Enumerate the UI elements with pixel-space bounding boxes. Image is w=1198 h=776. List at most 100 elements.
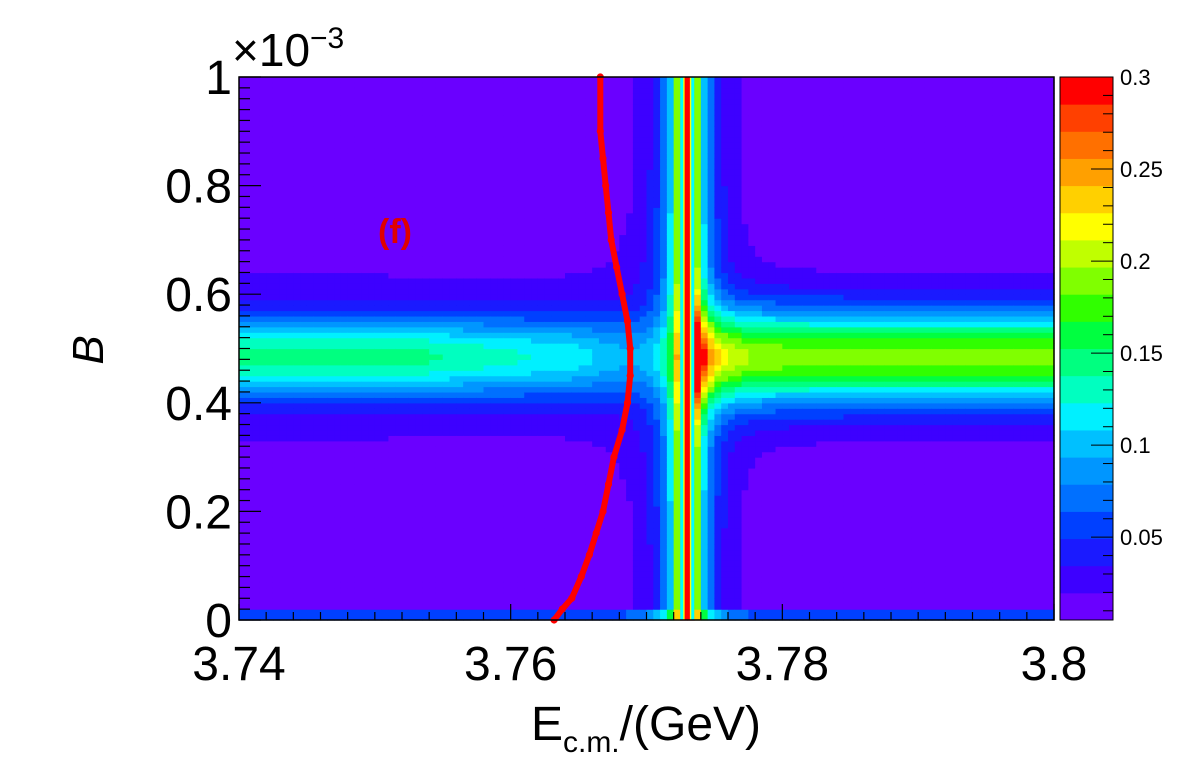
heatmap-cell bbox=[239, 120, 247, 127]
heatmap-cell bbox=[537, 223, 546, 230]
heatmap-cell bbox=[320, 435, 328, 442]
heatmap-cell bbox=[571, 310, 580, 317]
heatmap-cell bbox=[361, 549, 369, 556]
heatmap-cell bbox=[320, 104, 328, 111]
heatmap-cell bbox=[490, 402, 498, 409]
heatmap-cell bbox=[517, 207, 525, 214]
heatmap-cell bbox=[354, 413, 362, 420]
heatmap-cell bbox=[435, 408, 444, 415]
heatmap-cell bbox=[463, 511, 471, 518]
heatmap-cell bbox=[415, 489, 423, 496]
heatmap-cell bbox=[313, 609, 322, 616]
heatmap-cell bbox=[327, 381, 335, 388]
heatmap-cell bbox=[435, 522, 444, 529]
heatmap-cell bbox=[551, 115, 559, 122]
heatmap-cell bbox=[503, 120, 512, 127]
heatmap-cell bbox=[286, 201, 294, 208]
heatmap-cell bbox=[422, 614, 430, 621]
heatmap-cell bbox=[456, 435, 464, 442]
heatmap-cell bbox=[442, 495, 451, 502]
heatmap-cell bbox=[551, 261, 559, 268]
heatmap-cell bbox=[551, 603, 559, 610]
heatmap-cell bbox=[442, 489, 451, 496]
heatmap-cell bbox=[510, 218, 519, 225]
heatmap-cell bbox=[435, 609, 444, 616]
heatmap-cell bbox=[503, 511, 512, 518]
heatmap-cell bbox=[354, 321, 362, 328]
heatmap-cell bbox=[266, 516, 274, 523]
heatmap-cell bbox=[435, 348, 444, 355]
heatmap-cell bbox=[300, 527, 308, 534]
heatmap-cell bbox=[517, 364, 525, 371]
heatmap-cell bbox=[313, 136, 322, 143]
heatmap-cell bbox=[435, 142, 444, 149]
heatmap-cell bbox=[544, 592, 553, 599]
heatmap-cell bbox=[476, 609, 485, 616]
heatmap-cell bbox=[381, 82, 390, 89]
heatmap-cell bbox=[435, 109, 444, 116]
heatmap-cell bbox=[476, 343, 485, 350]
heatmap-cell bbox=[408, 196, 417, 203]
heatmap-cell bbox=[381, 424, 390, 431]
heatmap-cell bbox=[374, 169, 383, 176]
heatmap-cell bbox=[313, 261, 322, 268]
heatmap-cell bbox=[381, 283, 390, 290]
heatmap-cell bbox=[293, 429, 301, 436]
heatmap-cell bbox=[531, 386, 539, 393]
heatmap-cell bbox=[490, 77, 498, 84]
heatmap-cell bbox=[402, 603, 410, 610]
heatmap-cell bbox=[374, 614, 383, 621]
heatmap-cell bbox=[272, 207, 281, 214]
heatmap-cell bbox=[476, 104, 485, 111]
heatmap-cell bbox=[334, 505, 342, 512]
heatmap-cell bbox=[340, 402, 349, 409]
heatmap-cell bbox=[537, 142, 546, 149]
heatmap-cell bbox=[429, 348, 437, 355]
heatmap-cell bbox=[272, 201, 281, 208]
heatmap-cell bbox=[408, 391, 417, 398]
heatmap-cell bbox=[571, 489, 580, 496]
heatmap-cell bbox=[469, 212, 478, 219]
heatmap-cell bbox=[272, 500, 281, 507]
heatmap-cell bbox=[503, 533, 512, 540]
heatmap-cell bbox=[286, 435, 294, 442]
heatmap-cell bbox=[524, 587, 532, 594]
heatmap-cell bbox=[551, 343, 559, 350]
heatmap-cell bbox=[510, 77, 519, 84]
heatmap-cell bbox=[497, 98, 505, 105]
heatmap-cell bbox=[320, 310, 328, 317]
heatmap-cell bbox=[463, 93, 471, 100]
heatmap-cell bbox=[551, 163, 559, 170]
heatmap-cell bbox=[456, 201, 464, 208]
heatmap-cell bbox=[300, 343, 308, 350]
heatmap-cell bbox=[531, 533, 539, 540]
heatmap-cell bbox=[442, 609, 451, 616]
heatmap-cell bbox=[558, 321, 566, 328]
heatmap-cell bbox=[456, 218, 464, 225]
heatmap-cell bbox=[415, 109, 423, 116]
heatmap-cell bbox=[490, 310, 498, 317]
heatmap-cell bbox=[313, 82, 322, 89]
heatmap-cell bbox=[551, 554, 559, 561]
heatmap-cell bbox=[327, 489, 335, 496]
heatmap-cell bbox=[266, 424, 274, 431]
heatmap-cell bbox=[354, 169, 362, 176]
heatmap-cell bbox=[368, 337, 376, 344]
heatmap-cell bbox=[286, 283, 294, 290]
heatmap-cell bbox=[463, 163, 471, 170]
heatmap-cell bbox=[524, 424, 532, 431]
heatmap-cell bbox=[286, 391, 294, 398]
heatmap-cell bbox=[327, 598, 335, 605]
heatmap-cell bbox=[259, 587, 267, 594]
heatmap-cell bbox=[490, 413, 498, 420]
heatmap-cell bbox=[313, 115, 322, 122]
heatmap-cell bbox=[381, 191, 390, 198]
heatmap-cell bbox=[347, 402, 356, 409]
heatmap-cell bbox=[354, 489, 362, 496]
heatmap-cell bbox=[286, 120, 294, 127]
heatmap-cell bbox=[374, 310, 383, 317]
heatmap-cell bbox=[551, 533, 559, 540]
heatmap-cell bbox=[300, 326, 308, 333]
heatmap-cell bbox=[497, 180, 505, 187]
heatmap-cell bbox=[327, 370, 335, 377]
